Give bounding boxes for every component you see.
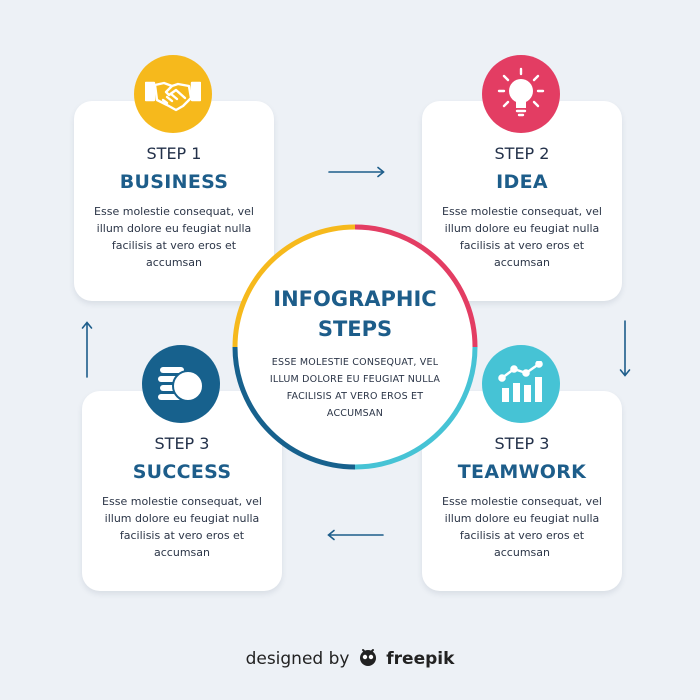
badge-business [134,55,212,133]
step-title: TEAMWORK [457,461,587,483]
step-title: SUCCESS [132,461,232,483]
step-card-business: STEP 1 BUSINESS Esse molestie consequat,… [74,101,274,301]
handshake-icon [145,81,201,112]
step-description: Esse molestie consequat, vel illum dolor… [442,205,602,269]
center-ring-blue [232,346,356,470]
step-description: Esse molestie consequat, vel illum dolor… [102,495,262,559]
step-description: Esse molestie consequat, vel illum dolor… [94,205,254,269]
footer-credit: designed by freepik [0,647,700,669]
step-title: IDEA [496,171,548,193]
arrow-right-icon [328,166,385,178]
footer-brand: freepik [386,649,455,669]
freepik-logo-icon [359,649,376,666]
step-description: Esse molestie consequat, vel illum dolor… [442,495,602,559]
center-title-line2: STEPS [317,317,393,341]
step-card-teamwork: STEP 3 TEAMWORK Esse molestie consequat,… [422,391,622,591]
step-card-success: STEP 3 SUCCESS Esse molestie consequat, … [82,391,282,591]
arrow-up-icon [81,321,93,378]
bar-chart-icon [498,361,543,402]
center-ring-red [354,224,478,348]
center-description: ESSE MOLESTIE CONSEQUAT, VEL ILLUM DOLOR… [269,357,441,419]
step-card-idea: STEP 2 IDEA Esse molestie consequat, vel… [422,101,622,301]
center-title: INFOGRAPHIC STEPS [230,284,480,344]
center-ring-cyan [354,346,478,470]
step-label: STEP 3 [154,434,210,453]
footer-prefix: designed by [245,649,350,669]
badge-success [142,345,220,423]
center-ring-yellow [232,224,356,348]
center-circle [232,224,478,470]
center-title-line1: INFOGRAPHIC [273,287,437,311]
step-label: STEP 3 [494,434,550,453]
badge-teamwork [482,345,560,423]
step-title: BUSINESS [119,171,229,193]
coins-icon [158,367,204,402]
lightbulb-icon [497,67,545,117]
step-label: STEP 1 [146,144,202,163]
step-label: STEP 2 [494,144,550,163]
arrow-left-icon [327,529,384,541]
arrow-down-icon [619,320,631,377]
badge-idea [482,55,560,133]
